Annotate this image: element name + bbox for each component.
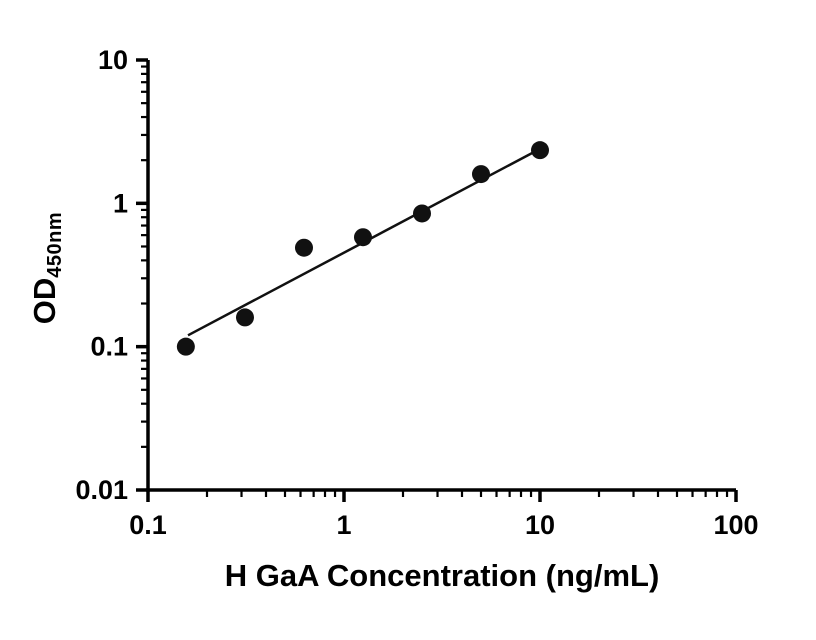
data-point [471, 165, 490, 184]
y-axis-title: OD450nm [25, 118, 66, 418]
x-tick-label: 100 [713, 510, 758, 540]
x-tick-label: 0.1 [129, 510, 167, 540]
y-tick-label: 1 [113, 188, 128, 218]
x-tick-label: 1 [336, 510, 351, 540]
data-point [235, 308, 254, 327]
data-point [353, 228, 372, 247]
data-point [412, 204, 431, 223]
y-axis-title-subscript: 450nm [44, 211, 66, 278]
y-tick-label: 0.01 [75, 475, 128, 505]
data-point [531, 141, 549, 160]
y-tick-label: 10 [98, 45, 128, 75]
y-axis-title-main: OD [27, 277, 62, 325]
data-point [294, 238, 313, 257]
x-tick-label: 10 [525, 510, 555, 540]
x-axis-title: H GaA Concentration (ng/mL) [224, 558, 660, 593]
y-tick-label: 0.1 [90, 332, 128, 362]
data-point [176, 337, 195, 356]
